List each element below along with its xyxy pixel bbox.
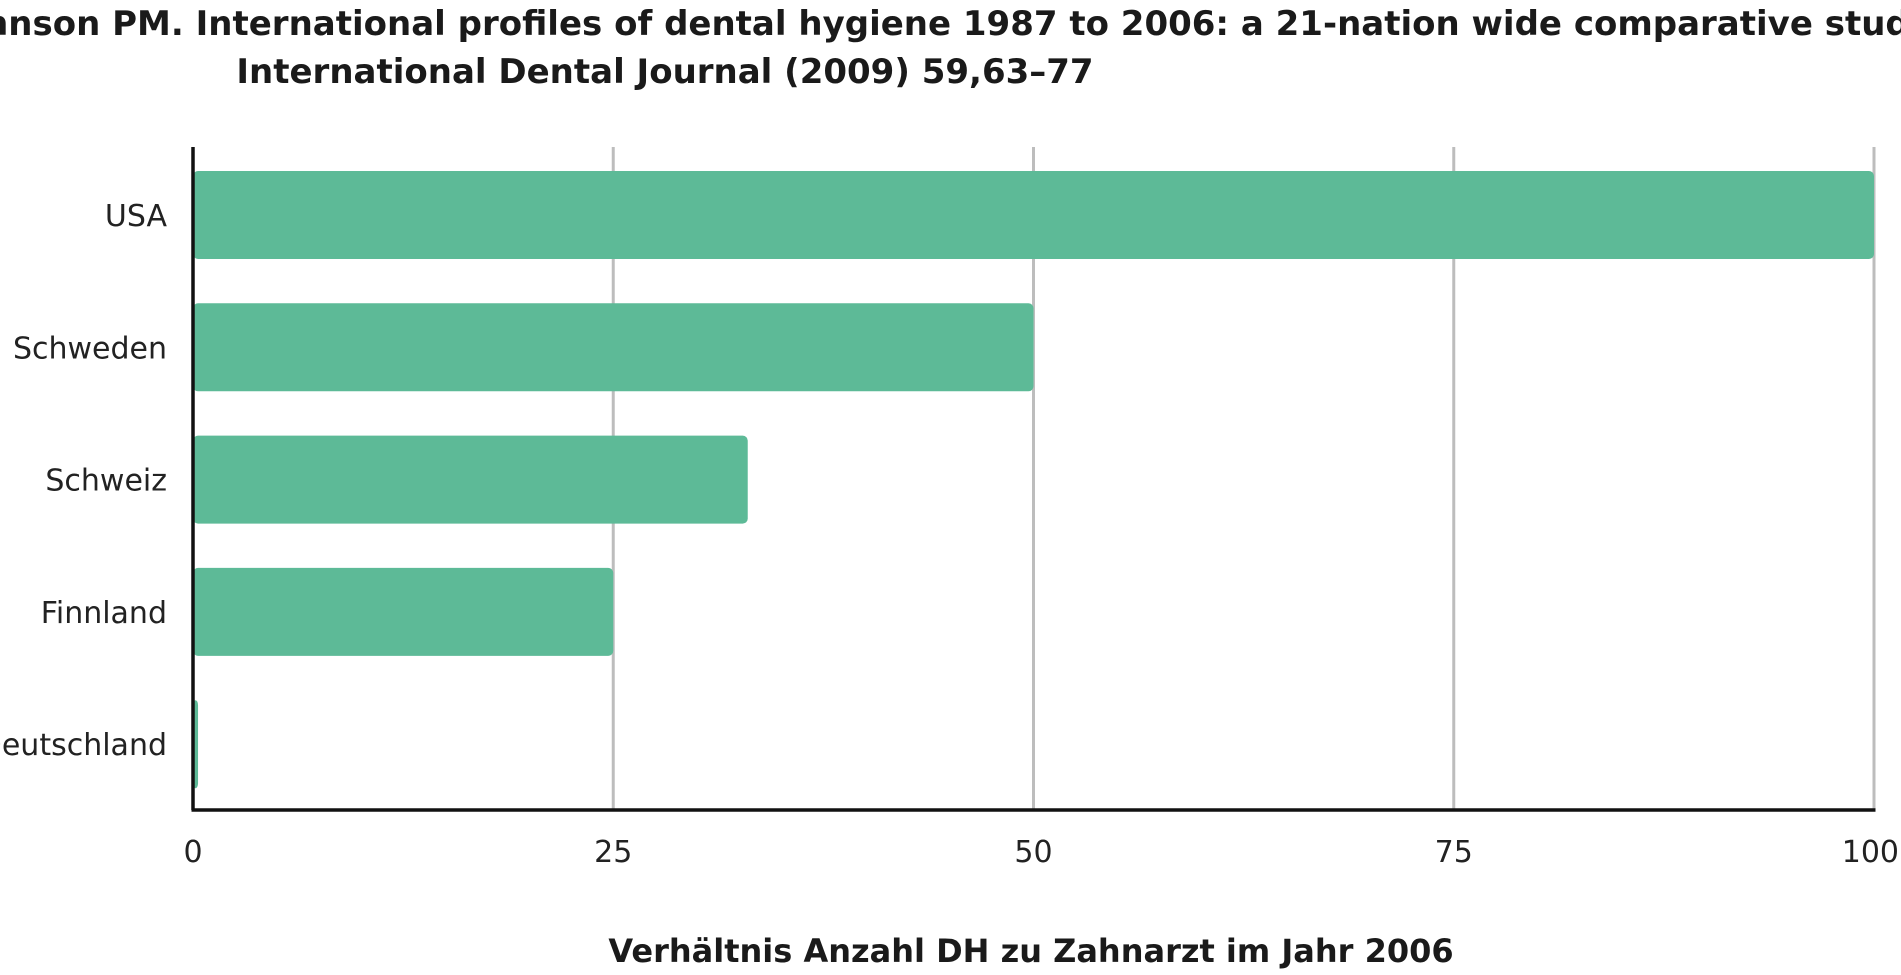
x-tick-label-25: 25 <box>594 835 632 870</box>
x-tick-labels: 0 25 50 75 100 <box>183 835 1899 870</box>
bar-schweiz <box>193 435 748 524</box>
bar-usa <box>193 171 1874 259</box>
chart-subtitle: International Dental Journal (2009) 59,6… <box>236 52 1093 92</box>
category-label-schweden: Schweden <box>13 331 167 366</box>
x-tick-label-100: 100 <box>1842 835 1899 870</box>
category-label-schweiz: Schweiz <box>45 464 167 499</box>
category-label-deutschland: Deutschland <box>0 728 167 763</box>
category-label-finnland: Finnland <box>41 596 167 631</box>
bar-schweden <box>193 303 1034 392</box>
category-labels: USA Schweden Schweiz Finnland Deutschland <box>0 199 167 763</box>
bars <box>193 171 1874 789</box>
bar-finnland <box>193 567 614 656</box>
category-label-usa: USA <box>105 199 168 234</box>
chart-title: Johnson PM. International profiles of de… <box>0 4 1901 44</box>
x-axis-title: Verhältnis Anzahl DH zu Zahnarzt im Jahr… <box>608 932 1453 970</box>
x-tick-label-0: 0 <box>183 835 202 870</box>
x-tick-label-75: 75 <box>1435 835 1473 870</box>
x-tick-label-50: 50 <box>1014 835 1052 870</box>
